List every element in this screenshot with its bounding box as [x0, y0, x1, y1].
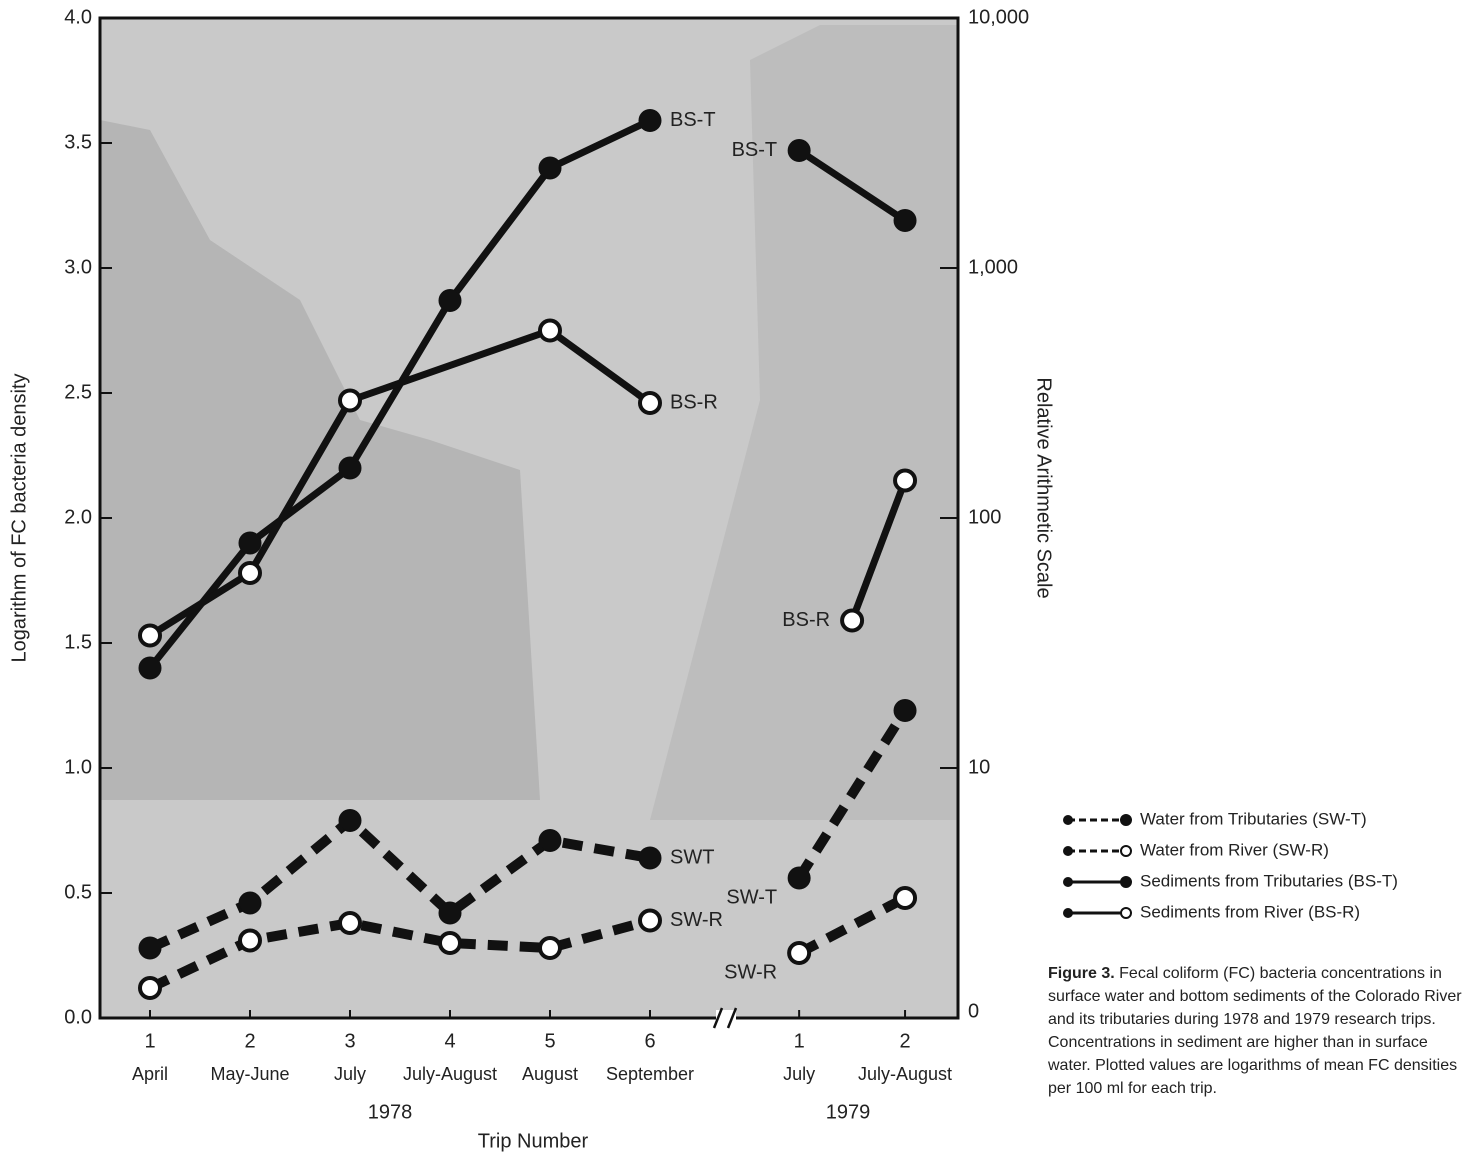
data-point [440, 933, 460, 953]
x-tick-sublabel: September [606, 1064, 694, 1084]
data-point [842, 611, 862, 631]
series-label: BS-R [782, 609, 830, 631]
data-point [540, 938, 560, 958]
legend-swatch [1121, 877, 1131, 887]
y-tick-label: 0.5 [64, 881, 92, 903]
y-tick-label: 1.5 [64, 631, 92, 653]
x-tick-sublabel: July [334, 1064, 366, 1084]
data-point [240, 931, 260, 951]
data-point [439, 902, 461, 924]
data-point [340, 391, 360, 411]
y-tick-label: 4.0 [64, 6, 92, 28]
y-tick-label: 2.5 [64, 381, 92, 403]
legend-swatch [1121, 908, 1131, 918]
series-label: SW-R [724, 961, 777, 983]
data-point [894, 700, 916, 722]
y-tick-label: 0.0 [64, 1006, 92, 1028]
series-label: SWT [670, 846, 714, 868]
x-tick-sublabel: July [783, 1064, 815, 1084]
series-label: SW-R [670, 909, 723, 931]
x-tick-label: 2 [899, 1030, 910, 1052]
x-tick-sublabel: August [522, 1064, 578, 1084]
legend-swatch [1063, 846, 1073, 856]
y-tick-label: 3.5 [64, 131, 92, 153]
legend-label: Water from River (SW-R) [1140, 840, 1329, 859]
x-tick-label: 3 [344, 1030, 355, 1052]
y2-tick-label: 100 [968, 506, 1001, 528]
data-point [140, 626, 160, 646]
data-point [140, 978, 160, 998]
legend-swatch [1063, 908, 1073, 918]
caption-text: Fecal coliform (FC) bacteria concentrati… [1048, 965, 1462, 1097]
page: Logarithm of FC bacteria density Relativ… [0, 0, 1477, 1155]
x-tick-sublabel: July-August [858, 1064, 952, 1084]
legend-swatch [1063, 877, 1073, 887]
caption-label: Figure 3. [1048, 965, 1115, 982]
data-point [139, 937, 161, 959]
data-point [239, 892, 261, 914]
x-axis-title: Trip Number [478, 1130, 589, 1152]
data-point [139, 657, 161, 679]
data-point [340, 913, 360, 933]
x-tick-sublabel: July-August [403, 1064, 497, 1084]
legend-swatch [1063, 815, 1073, 825]
data-point [539, 830, 561, 852]
x-tick-label: 1 [794, 1030, 805, 1052]
data-point [640, 393, 660, 413]
y-tick-label: 1.0 [64, 756, 92, 778]
y-tick-label: 3.0 [64, 256, 92, 278]
y2-tick-label: 0 [968, 1000, 979, 1022]
data-point [894, 210, 916, 232]
series-label: BS-R [670, 391, 718, 413]
data-point [240, 563, 260, 583]
y2-tick-label: 10 [968, 756, 990, 778]
series-label: SW-T [726, 886, 777, 908]
data-point [339, 810, 361, 832]
data-point [239, 532, 261, 554]
y2-tick-label: 10,000 [968, 6, 1029, 28]
x-group-label: 1978 [368, 1101, 413, 1123]
legend-swatch [1121, 815, 1131, 825]
y-axis-title: Logarithm of FC bacteria density [8, 373, 30, 662]
series-label: BS-T [670, 109, 716, 131]
legend-label: Water from Tributaries (SW-T) [1140, 809, 1367, 828]
legend-label: Sediments from River (BS-R) [1140, 902, 1360, 921]
x-tick-sublabel: April [132, 1064, 168, 1084]
data-point [895, 888, 915, 908]
legend-swatch [1121, 846, 1131, 856]
x-tick-label: 6 [644, 1030, 655, 1052]
x-group-label: 1979 [826, 1101, 871, 1123]
data-point [439, 290, 461, 312]
legend-label: Sediments from Tributaries (BS-T) [1140, 871, 1398, 890]
caption: Figure 3. Fecal coliform (FC) bacteria c… [1048, 962, 1468, 1100]
data-point [639, 110, 661, 132]
data-point [339, 457, 361, 479]
y2-tick-label: 1,000 [968, 256, 1018, 278]
data-point [789, 943, 809, 963]
series-label: BS-T [732, 139, 778, 161]
data-point [788, 140, 810, 162]
data-point [540, 321, 560, 341]
data-point [895, 471, 915, 491]
data-point [788, 867, 810, 889]
y2-axis-title: Relative Arithmetic Scale [1033, 377, 1055, 598]
x-tick-label: 1 [144, 1030, 155, 1052]
y-tick-label: 2.0 [64, 506, 92, 528]
data-point [639, 847, 661, 869]
x-tick-label: 4 [444, 1030, 455, 1052]
x-tick-label: 5 [544, 1030, 555, 1052]
x-tick-label: 2 [244, 1030, 255, 1052]
x-tick-sublabel: May-June [210, 1064, 289, 1084]
data-point [539, 157, 561, 179]
data-point [640, 911, 660, 931]
